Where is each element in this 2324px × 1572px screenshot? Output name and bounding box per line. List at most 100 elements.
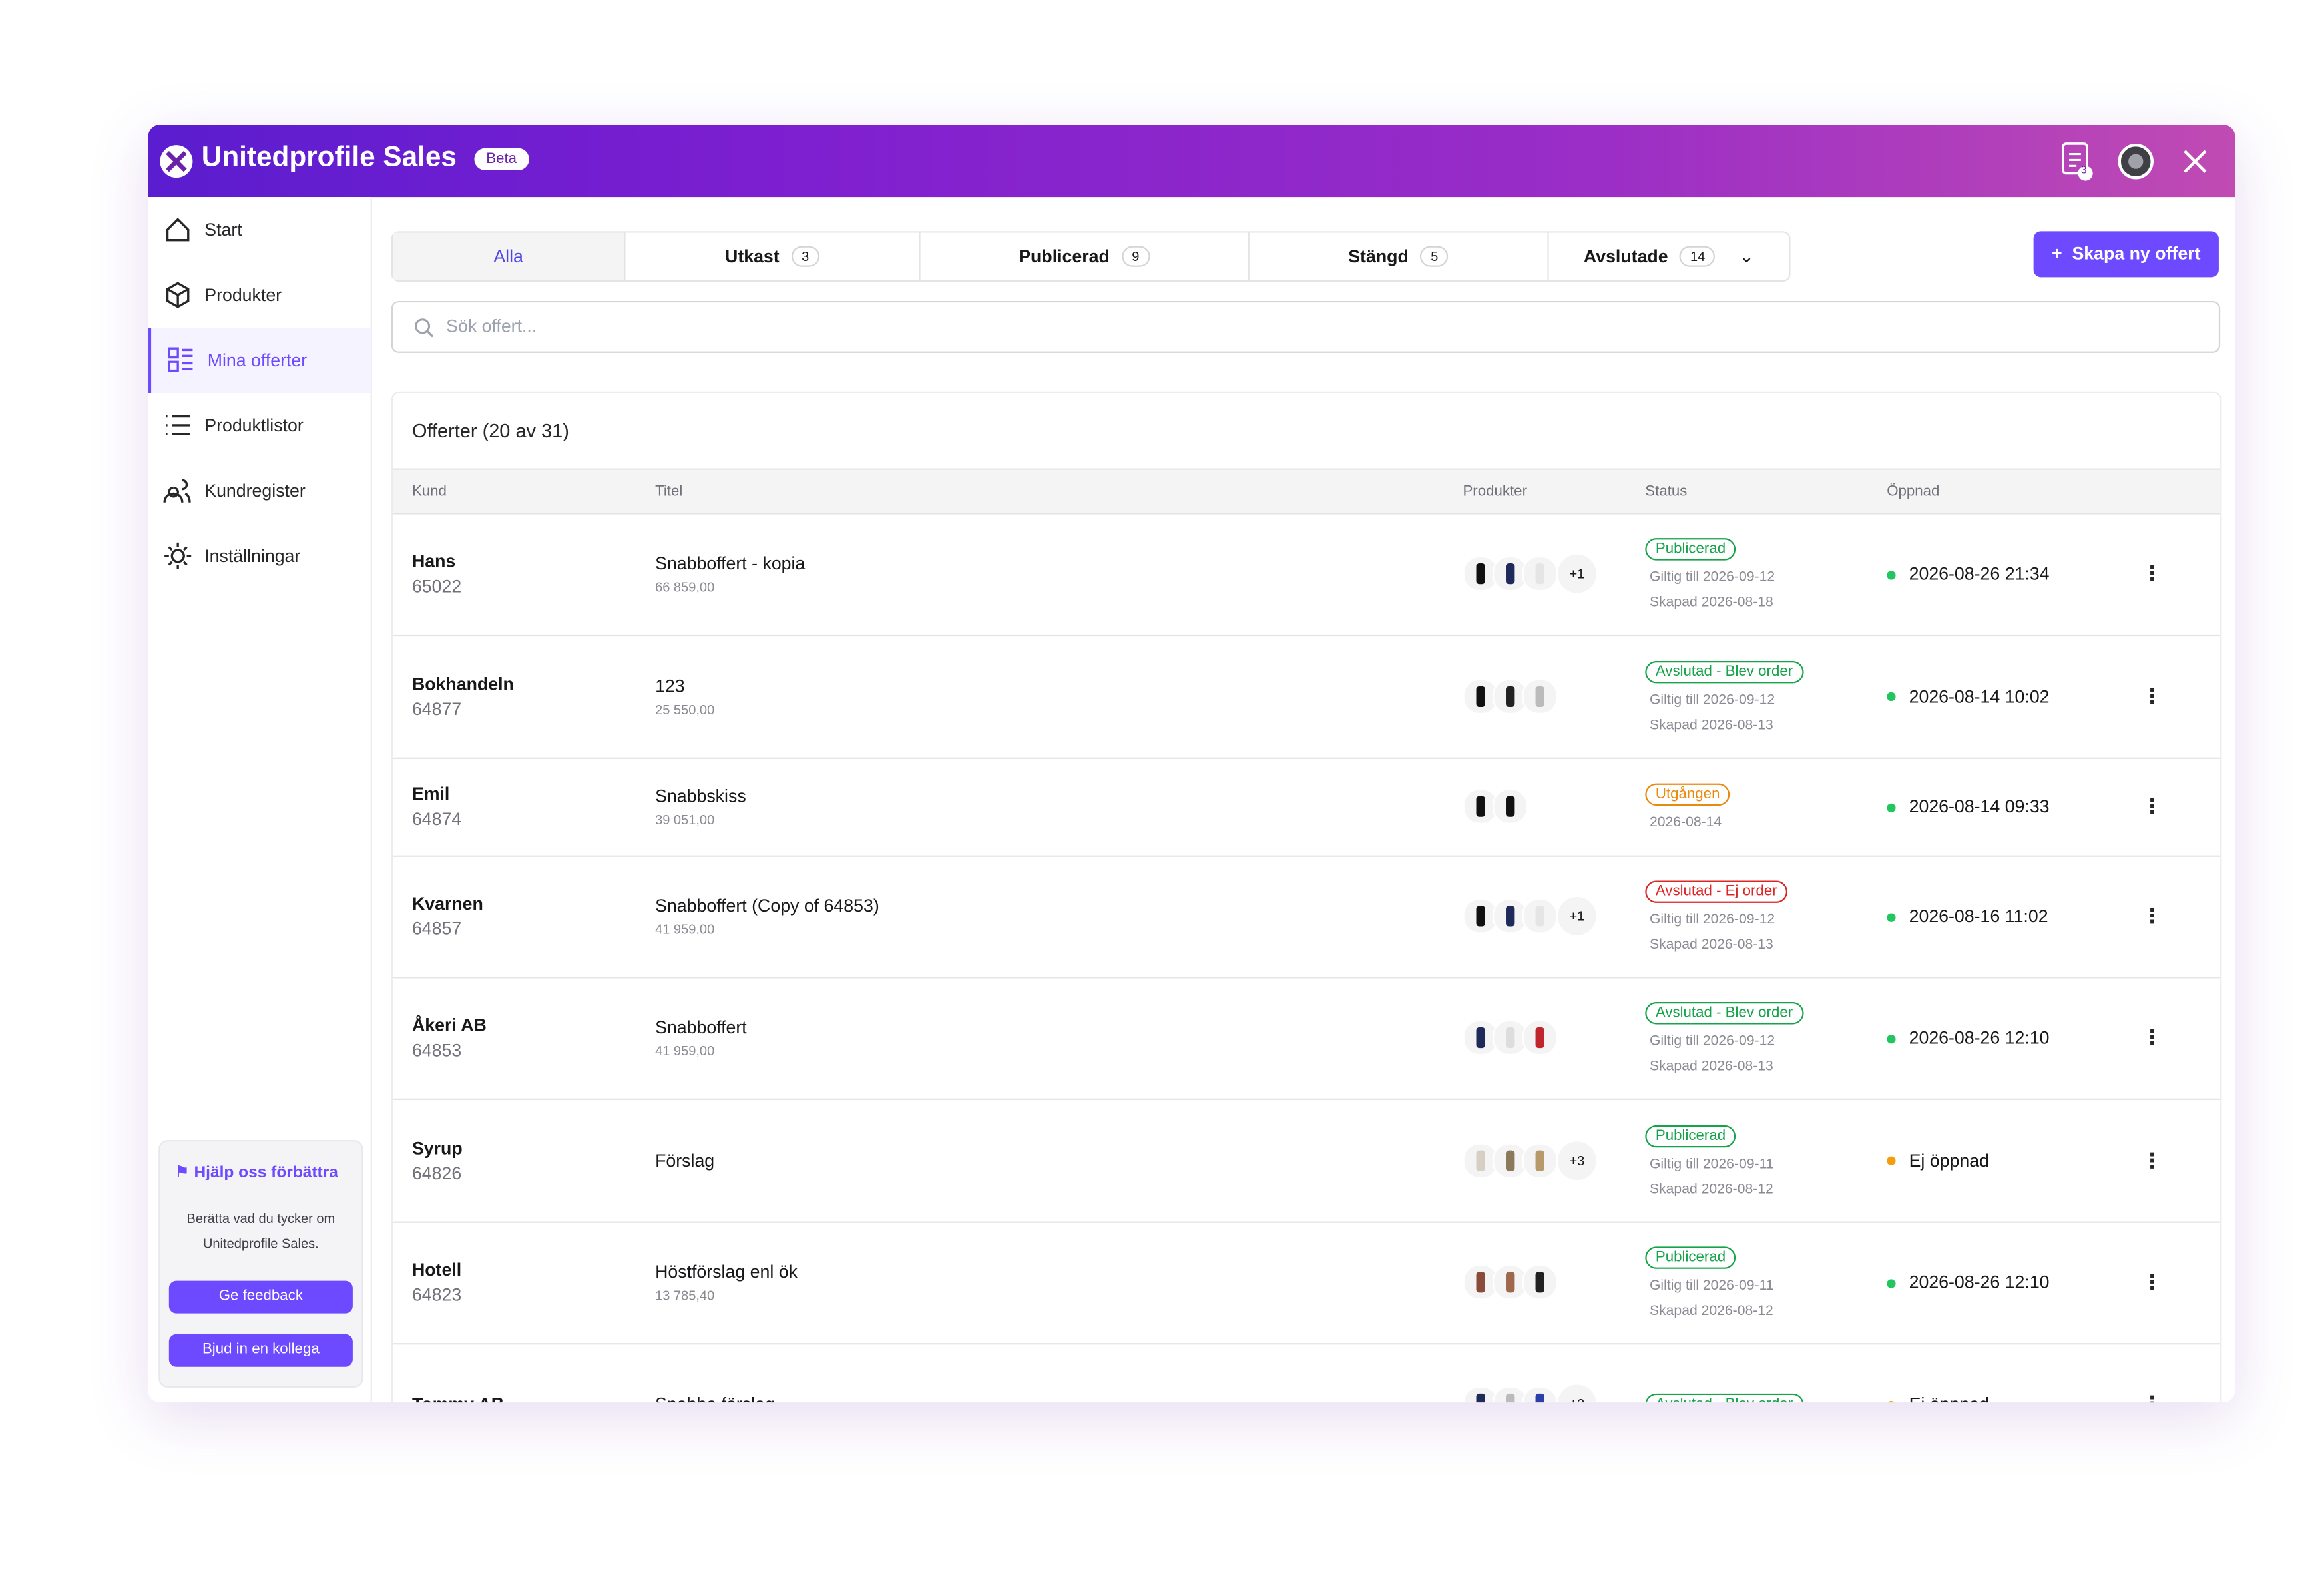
product-shape [1506, 796, 1515, 817]
tab[interactable]: Stängd 5 [1250, 232, 1549, 280]
status-dot [1887, 1157, 1896, 1166]
table-row[interactable]: Bokhandeln 64877 123 25 550,00 Avslutad - Bl… [392, 635, 2221, 759]
products-more: +2 [1557, 1384, 1596, 1403]
nav-item[interactable]: Mina offerter [148, 328, 371, 393]
status-dot [1887, 1034, 1896, 1044]
status-cell: Avslutad - Blev order [1645, 1392, 1803, 1403]
status-cell: Avslutad - Ej order Giltig till 2026-09-1… [1645, 879, 1788, 953]
tab[interactable]: Alla [392, 232, 626, 280]
products-cell: +1 [1463, 554, 1596, 593]
tab[interactable]: Utkast 3 [626, 232, 921, 280]
nav-label: Mina offerter [207, 350, 308, 371]
nav-item[interactable]: Kundregister [148, 458, 368, 523]
product-shape [1535, 1272, 1544, 1293]
search-placeholder: Sök offert... [446, 316, 537, 337]
products-more: +3 [1557, 1141, 1596, 1180]
nav-item[interactable]: Produkter [148, 262, 368, 328]
product-thumb [1522, 1142, 1558, 1178]
opened-text: 2026-08-16 11:02 [1909, 906, 2048, 927]
brand: Unitedprofile Sales [201, 142, 457, 174]
row-menu[interactable]: ⋮ [2142, 1391, 2162, 1402]
title-cell: Snabboffert (Copy of 64853) 41 959,00 [655, 896, 879, 937]
column-header: Öppnad [1887, 483, 1940, 500]
status-detail: 2026-08-14 [1649, 814, 1722, 831]
customer-number: 64823 [411, 1284, 462, 1306]
title-cell: Snabba förslag [655, 1394, 775, 1402]
table-row[interactable]: Hans 65022 Snabboffert - kopia 66 859,00 +1 P… [392, 513, 2221, 637]
tab[interactable]: Avslutade 14 ⌄ [1549, 233, 1789, 280]
products-cell [1463, 1264, 1558, 1300]
row-menu[interactable]: ⋮ [2142, 1269, 2163, 1294]
opened-text: 2026-08-26 21:34 [1909, 563, 2050, 585]
nav-icon [168, 347, 193, 372]
dropdown-arrow[interactable]: ⌄ [1739, 246, 1754, 267]
offer-amount: 39 051,00 [655, 812, 715, 828]
opened-cell: 2026-08-14 09:33 [1887, 796, 2050, 817]
tab-label: Utkast [725, 246, 780, 267]
table-row[interactable]: Emil 64874 Snabbskiss 39 051,00 Utgången 2026… [392, 758, 2221, 857]
table-title: Offerter (20 av 31) [411, 419, 569, 442]
row-menu[interactable]: ⋮ [2142, 683, 2163, 707]
title-cell: Snabbskiss 39 051,00 [655, 786, 746, 827]
product-shape [1476, 906, 1485, 927]
feedback-button[interactable]: Ge feedback [168, 1280, 353, 1314]
nav-item[interactable]: Inställningar [148, 523, 368, 589]
offer-title: Förslag [655, 1149, 715, 1171]
product-shape [1506, 1149, 1515, 1171]
status-detail: Skapad 2026-08-18 [1649, 594, 1773, 611]
status-detail: Giltig till 2026-09-12 [1649, 569, 1775, 586]
documents-icon[interactable] [2060, 142, 2096, 184]
table-row[interactable]: Kvarnen 64857 Snabboffert (Copy of 64853) 4… [392, 856, 2221, 979]
product-shape [1535, 563, 1544, 585]
status-cell: Publicerad Giltig till 2026-09-12 Skapad 2… [1645, 537, 1775, 611]
offer-title: Snabboffert (Copy of 64853) [655, 895, 879, 916]
status-cell: Avslutad - Blev order Giltig till 2026-09… [1645, 659, 1803, 733]
status-pill: Utgången [1645, 783, 1731, 806]
opened-cell: 2026-08-16 11:02 [1887, 906, 2048, 926]
row-menu[interactable]: ⋮ [2142, 561, 2163, 585]
table-row[interactable]: Tommy AB Snabba förslag +2 Avslutad - Blev … [393, 1343, 2220, 1403]
tab-label: Avslutade [1583, 246, 1668, 267]
avatar[interactable] [2116, 142, 2155, 181]
create-label: Skapa ny offert [2072, 243, 2201, 264]
customer-name: Kvarnen [411, 893, 483, 914]
customer-cell: Åkeri AB 64853 [412, 1015, 487, 1061]
row-menu[interactable]: ⋮ [2142, 903, 2163, 927]
status-dot [1887, 1279, 1896, 1288]
status-pill: Avslutad - Blev order [1645, 1002, 1803, 1025]
close-icon[interactable] [2182, 148, 2208, 175]
customer-number: 64853 [411, 1039, 462, 1061]
offer-title: Snabbskiss [655, 785, 746, 807]
search-box[interactable]: Sök offert... [391, 300, 2221, 353]
customer-cell: Emil 64874 [412, 784, 461, 830]
customer-number: 64826 [411, 1162, 462, 1183]
table-row[interactable]: Syrup 64826 Förslag +3 Publicerad Giltig till… [392, 1099, 2221, 1223]
row-menu[interactable]: ⋮ [2142, 1147, 2163, 1171]
create-button[interactable]: + Skapa ny offert [2033, 231, 2219, 278]
table-header: Kund Titel Produkter Status Öppnad [392, 468, 2221, 515]
customer-number: 64874 [411, 808, 462, 830]
products-cell: +1 [1463, 896, 1596, 935]
nav-icon [166, 218, 190, 242]
status-dot [1887, 570, 1896, 580]
row-menu[interactable]: ⋮ [2142, 1025, 2163, 1049]
status-detail: Giltig till 2026-09-12 [1649, 691, 1775, 708]
table-row[interactable]: Hotell 64823 Höstförslag enl ök 13 785,40 Pu… [392, 1222, 2221, 1345]
row-menu[interactable]: ⋮ [2142, 794, 2163, 818]
customer-name: Syrup [411, 1137, 463, 1158]
customer-name: Bokhandeln [411, 672, 514, 694]
invite-button[interactable]: Bjud in en kollega [168, 1334, 353, 1367]
table-row[interactable]: Åkeri AB 64853 Snabboffert 41 959,00 Avsluta… [392, 977, 2221, 1100]
products-cell: +2 [1463, 1384, 1596, 1403]
tab[interactable]: Publicerad 9 [921, 232, 1250, 280]
status-pill: Publicerad [1645, 538, 1736, 561]
nav-item[interactable]: Start [148, 197, 368, 262]
status-cell: Avslutad - Blev order Giltig till 2026-09… [1645, 1001, 1803, 1075]
product-thumb [1522, 898, 1558, 934]
column-header: Produkter [1463, 483, 1527, 500]
app-window: Unitedprofile Sales Beta 3 ⚑ Hjälp oss f… [148, 125, 2235, 1403]
nav-item[interactable]: Produktlistor [148, 393, 368, 458]
opened-text: 2026-08-26 12:10 [1909, 1272, 2050, 1293]
customer-number: 65022 [411, 575, 462, 597]
